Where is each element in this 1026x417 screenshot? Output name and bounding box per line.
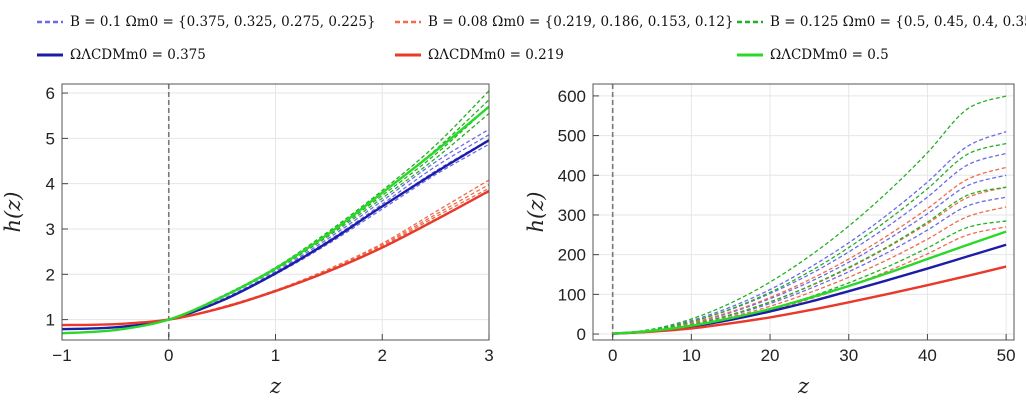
- series-line-dashed: [612, 142, 1007, 335]
- y-tick-label: 300: [558, 206, 586, 225]
- y-axis-label: h(z): [1, 192, 25, 233]
- legend-entry: B = 0.125 Ωm0 = {0.5, 0.45, 0.4, 0.35}: [736, 14, 1026, 30]
- x-tick-label: 3: [484, 346, 493, 365]
- legend-label: B = 0.125 Ωm0 = {0.5, 0.45, 0.4, 0.35}: [770, 14, 1026, 30]
- series-line-dashed: [612, 95, 1007, 335]
- x-tick-label: 1: [271, 346, 280, 365]
- x-tick-label: 20: [761, 346, 780, 365]
- y-tick-label: 3: [46, 220, 55, 239]
- series-line-lcdm: [62, 139, 489, 331]
- y-tick-label: 6: [46, 84, 55, 103]
- y-tick-label: 400: [558, 166, 586, 185]
- series-line-dashed: [62, 128, 489, 330]
- y-tick-label: 1: [46, 311, 55, 330]
- series-line-lcdm: [62, 105, 489, 335]
- series-line-dashed: [612, 206, 1007, 335]
- legend-label: B = 0.1 Ωm0 = {0.375, 0.325, 0.275, 0.22…: [70, 14, 376, 30]
- legend-entry: ΩΛCDMm0 = 0.219: [394, 47, 564, 63]
- left-panel: −1 0 1 2 3 1 2 3 4 5 6 z h(z): [1, 83, 494, 398]
- legend-swatch: [37, 20, 63, 24]
- y-tick-label: 500: [558, 127, 586, 146]
- series-line-lcdm: [62, 189, 489, 327]
- y-tick-label: 0: [577, 325, 586, 344]
- x-tick-label: 2: [378, 346, 387, 365]
- y-tick-label: 100: [558, 285, 586, 304]
- legend-swatch: [737, 53, 763, 57]
- y-tick-label: 2: [46, 265, 55, 284]
- legend-entry: ΩΛCDMm0 = 0.375: [36, 47, 206, 63]
- legend-entry: B = 0.1 Ωm0 = {0.375, 0.325, 0.275, 0.22…: [36, 14, 376, 30]
- x-tick-label: 0: [608, 346, 617, 365]
- y-tick-label: 4: [46, 175, 55, 194]
- y-tick-label: 5: [46, 129, 55, 148]
- legend-entry: ΩΛCDMm0 = 0.5: [736, 47, 889, 63]
- legend-label: B = 0.08 Ωm0 = {0.219, 0.186, 0.153, 0.1…: [428, 14, 734, 30]
- series-group: [612, 95, 1007, 335]
- plot-frame: [592, 83, 1015, 341]
- series-line-dashed: [612, 152, 1007, 335]
- y-tick-label: 200: [558, 246, 586, 265]
- x-axis-label: z: [269, 374, 282, 398]
- x-tick-label: 0: [164, 346, 173, 365]
- series-line-lcdm: [612, 230, 1007, 335]
- x-tick-label: 40: [918, 346, 937, 365]
- legend-swatch: [395, 53, 421, 57]
- x-axis-label: z: [797, 374, 810, 398]
- series-line-dashed: [612, 131, 1007, 335]
- legend-label: ΩΛCDMm0 = 0.5: [770, 47, 889, 63]
- series-line-dashed: [612, 220, 1007, 335]
- legend: B = 0.1 Ωm0 = {0.375, 0.325, 0.275, 0.22…: [0, 0, 1026, 80]
- x-tick-label: 30: [839, 346, 858, 365]
- x-tick-label: −1: [52, 346, 71, 365]
- legend-swatch: [395, 20, 421, 24]
- legend-label: ΩΛCDMm0 = 0.219: [428, 47, 564, 63]
- series-line-dashed: [612, 196, 1007, 335]
- series-group: [62, 90, 489, 335]
- x-tick-label: 50: [997, 346, 1016, 365]
- series-line-dashed: [612, 166, 1007, 335]
- series-line-dashed: [612, 186, 1007, 335]
- legend-swatch: [737, 20, 763, 24]
- x-tick-label: 10: [682, 346, 701, 365]
- y-tick-label: 600: [558, 87, 586, 106]
- legend-entry: B = 0.08 Ωm0 = {0.219, 0.186, 0.153, 0.1…: [394, 14, 734, 30]
- series-line-lcdm: [612, 265, 1007, 335]
- legend-swatch: [37, 53, 63, 57]
- legend-label: ΩΛCDMm0 = 0.375: [70, 47, 206, 63]
- y-axis-label: h(z): [524, 192, 548, 233]
- series-line-dashed: [612, 186, 1007, 335]
